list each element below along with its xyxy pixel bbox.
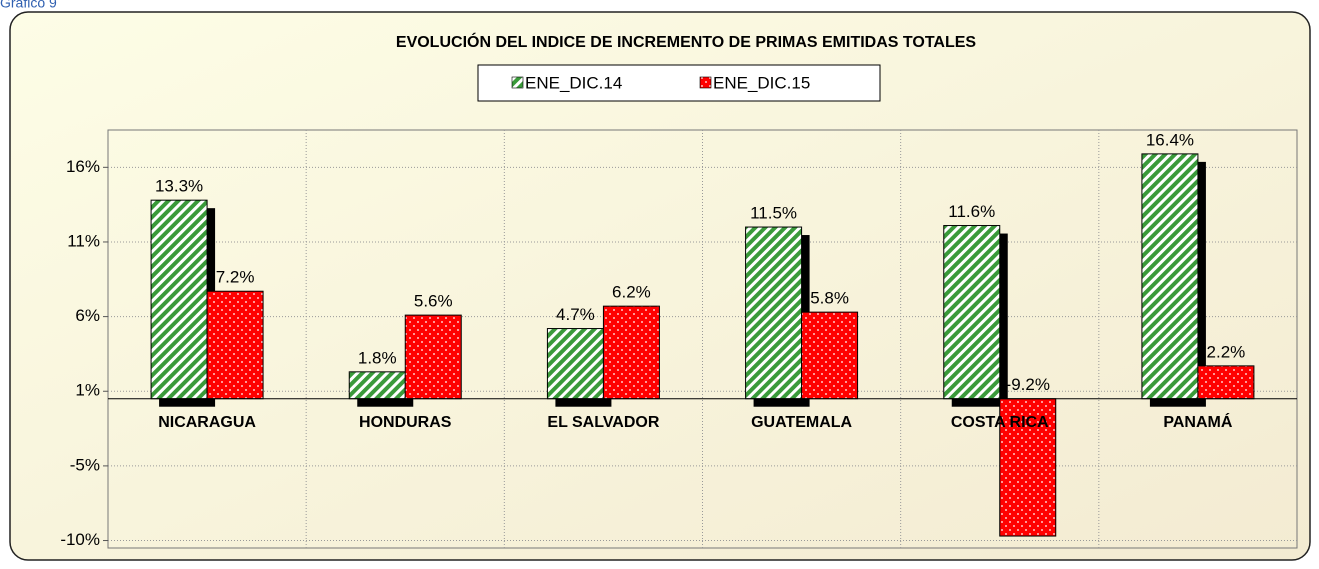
y-tick-label: 6% [75,306,100,325]
x-tick-label: COSTA RICA [951,414,1049,431]
bar [348,371,406,400]
bar [206,290,264,400]
bar [745,226,803,400]
chart-title: EVOLUCIÓN DEL INDICE DE INCREMENTO DE PR… [396,32,977,51]
data-label: 16.4% [1146,130,1194,149]
x-tick-label: EL SALVADOR [547,414,659,431]
y-tick-label: -5% [70,455,100,474]
y-tick-label: 1% [75,381,100,400]
data-label: 5.6% [414,292,453,311]
data-label: 11.5% [750,204,797,223]
bar [150,199,208,400]
chart-frame [9,11,1311,561]
data-label: -9.2% [1006,375,1050,394]
x-tick-label: HONDURAS [359,414,452,431]
legend [477,64,881,102]
y-tick-label: -10% [60,530,100,549]
bar [999,398,1057,537]
data-label: 2.2% [1207,342,1246,361]
data-label: 5.8% [810,289,849,308]
bar [546,328,604,400]
header: Gráfico 9 [0,0,57,11]
data-label: 7.2% [216,268,255,287]
bar [1197,365,1255,400]
legend-label: ENE_DIC.14 [525,73,622,92]
data-label: 6.2% [612,283,651,302]
bar [943,225,1001,400]
data-label: 4.7% [556,305,595,324]
data-label: 11.6% [948,202,995,221]
data-label: 13.3% [155,177,203,196]
legend-label: ENE_DIC.15 [713,73,810,92]
legend-swatch [699,76,712,89]
bar [602,305,660,400]
y-tick-label: 11% [67,231,100,250]
x-tick-label: NICARAGUA [158,414,256,431]
x-tick-label: PANAMÁ [1163,412,1232,431]
y-tick-label: 16% [66,157,100,176]
bar [801,311,859,400]
x-tick-label: GUATEMALA [751,414,852,431]
bar [1141,153,1199,400]
bar [404,314,462,400]
data-label: 1.8% [358,348,397,367]
legend-swatch [511,76,524,89]
